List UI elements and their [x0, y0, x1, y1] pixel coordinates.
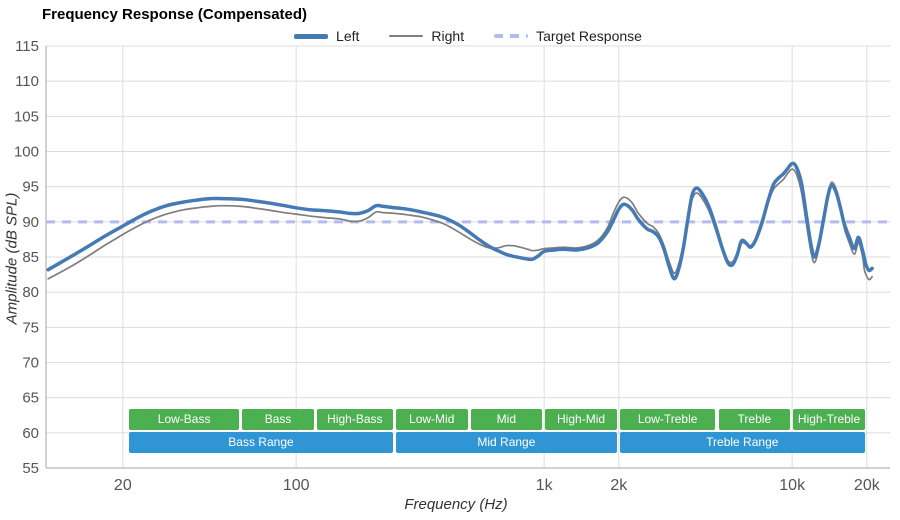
y-tick-label: 65 — [22, 390, 39, 407]
legend-item-target-response[interactable]: Target Response — [494, 28, 642, 44]
y-tick-label: 110 — [15, 73, 39, 90]
y-tick-label: 100 — [14, 144, 39, 161]
band-button-mid[interactable]: Mid — [470, 409, 543, 430]
x-tick-label: 100 — [283, 477, 310, 494]
band-button-bass-range[interactable]: Bass Range — [129, 432, 393, 453]
x-tick-label: 2k — [610, 477, 628, 494]
legend-label: Right — [431, 28, 465, 44]
y-tick-label: 70 — [22, 355, 39, 372]
y-tick-label: 95 — [22, 179, 39, 196]
legend-label: Target Response — [536, 28, 642, 44]
band-button-low-treble[interactable]: Low-Treble — [619, 409, 716, 430]
band-button-high-treble[interactable]: High-Treble — [793, 409, 865, 430]
band-button-high-bass[interactable]: High-Bass — [316, 409, 393, 430]
x-axis-title: Frequency (Hz) — [404, 496, 508, 513]
x-tick-label: 20k — [854, 477, 881, 494]
chart-title: Frequency Response (Compensated) — [42, 6, 308, 23]
chart-legend: Left Right Target Response — [46, 26, 890, 46]
x-tick-label: 20 — [114, 477, 132, 494]
legend-swatch-right-icon — [389, 35, 424, 37]
legend-item-left[interactable]: Left — [294, 28, 359, 44]
legend-item-right[interactable]: Right — [389, 28, 464, 44]
x-tick-label: 1k — [536, 477, 554, 494]
y-tick-label: 115 — [15, 38, 39, 55]
y-tick-label: 60 — [22, 425, 39, 442]
y-tick-label: 55 — [22, 460, 39, 477]
legend-swatch-left-icon — [294, 33, 329, 39]
y-tick-label: 90 — [22, 214, 39, 231]
band-button-high-mid[interactable]: High-Mid — [545, 409, 617, 430]
series-line-left — [46, 161, 874, 281]
x-tick-label: 10k — [779, 477, 806, 494]
y-tick-label: 75 — [22, 319, 39, 336]
band-button-low-mid[interactable]: Low-Mid — [395, 409, 468, 430]
legend-swatch-target-response-icon — [494, 34, 529, 38]
band-button-low-bass[interactable]: Low-Bass — [129, 409, 240, 430]
y-tick-label: 80 — [22, 284, 39, 301]
legend-label: Left — [336, 28, 360, 44]
band-button-treble[interactable]: Treble — [718, 409, 791, 430]
y-tick-label: 105 — [14, 108, 39, 125]
band-button-treble-range[interactable]: Treble Range — [619, 432, 865, 453]
y-tick-label: 85 — [22, 249, 39, 266]
y-axis-title: Amplitude (dB SPL) — [3, 192, 21, 325]
band-button-bass[interactable]: Bass — [242, 409, 314, 430]
band-button-mid-range[interactable]: Mid Range — [395, 432, 617, 453]
